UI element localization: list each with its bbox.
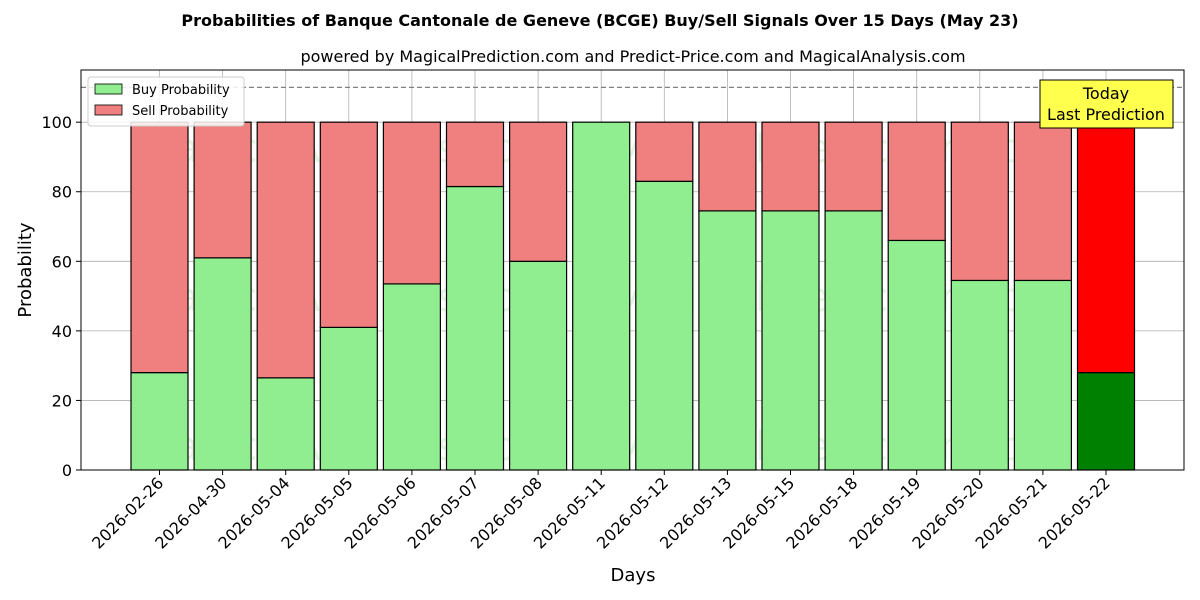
- bar-buy-2026-05-19: [887, 239, 946, 471]
- bar-sell-2026-05-04: [256, 121, 315, 379]
- legend-swatch-sell: [94, 104, 123, 116]
- today-annotation: Today Last Prediction: [1039, 79, 1174, 129]
- annotation-line-2: Last Prediction: [1047, 105, 1165, 124]
- bar-buy-2026-05-07: [445, 185, 505, 471]
- y-axis-label: Probability: [15, 222, 36, 317]
- annotation-line-1: Today: [1082, 84, 1129, 103]
- legend-label-sell: Sell Probability: [132, 104, 229, 119]
- bar-buy-2026-05-12: [635, 180, 694, 471]
- bar-buy-2026-05-15: [761, 210, 820, 471]
- bar-buy-2026-04-30: [193, 257, 252, 471]
- bar-sell-2026-05-08: [509, 121, 568, 262]
- y-axis: 0 20 40 60 80 100: [41, 113, 81, 480]
- bar-sell-2026-05-07: [445, 121, 505, 188]
- bar-sell-2026-05-20: [950, 121, 1009, 282]
- y-tick-label: 0: [62, 461, 72, 480]
- bar-sell-2026-05-13: [698, 121, 757, 212]
- bars-layer: [130, 121, 1136, 471]
- legend-label-buy: Buy Probability: [132, 83, 230, 98]
- y-tick-label: 40: [52, 322, 72, 341]
- bar-sell-2026-05-06: [382, 121, 441, 285]
- annotation-box: [1039, 79, 1174, 129]
- bar-sell-2026-05-22: [1076, 121, 1136, 374]
- legend-box: [87, 76, 245, 127]
- bar-buy-2026-05-08: [509, 260, 568, 471]
- legend: Buy Probability Sell Probability: [87, 76, 245, 127]
- bar-buy-2026-05-13: [698, 210, 757, 471]
- bar-buy-2026-05-21: [1013, 279, 1073, 471]
- y-tick-label: 100: [41, 113, 72, 132]
- bar-buy-2026-05-22: [1076, 372, 1136, 471]
- y-tick-label: 20: [52, 391, 72, 410]
- bar-buy-2026-05-20: [950, 279, 1009, 471]
- bar-buy-2026-05-18: [824, 210, 883, 471]
- x-axis: 2026-02-262026-04-302026-05-042026-05-05…: [88, 470, 1114, 553]
- bar-buy-2026-05-06: [382, 283, 441, 471]
- bar-sell-2026-05-15: [761, 121, 820, 212]
- chart-title: Probabilities of Banque Cantonale de Gen…: [181, 11, 1018, 30]
- bar-sell-2026-05-05: [319, 121, 378, 328]
- bar-sell-2026-05-21: [1013, 121, 1073, 282]
- bar-buy-2026-05-11: [572, 121, 631, 471]
- bar-buy-2026-05-04: [256, 377, 315, 471]
- bar-buy-2026-05-05: [319, 326, 378, 471]
- bar-sell-2026-05-18: [824, 121, 883, 212]
- bar-sell-2026-05-12: [635, 121, 694, 182]
- plot-frame: [80, 69, 1185, 471]
- bar-sell-2026-04-30: [193, 121, 252, 259]
- y-tick-label: 60: [52, 252, 72, 271]
- chart-subtitle: powered by MagicalPrediction.com and Pre…: [300, 47, 965, 66]
- legend-swatch-buy: [94, 83, 123, 95]
- y-tick-label: 80: [52, 183, 72, 202]
- bar-sell-2026-05-19: [887, 121, 946, 242]
- x-axis-label: Days: [611, 565, 656, 586]
- bar-buy-2026-02-26: [130, 372, 189, 471]
- bar-sell-2026-02-26: [130, 121, 189, 374]
